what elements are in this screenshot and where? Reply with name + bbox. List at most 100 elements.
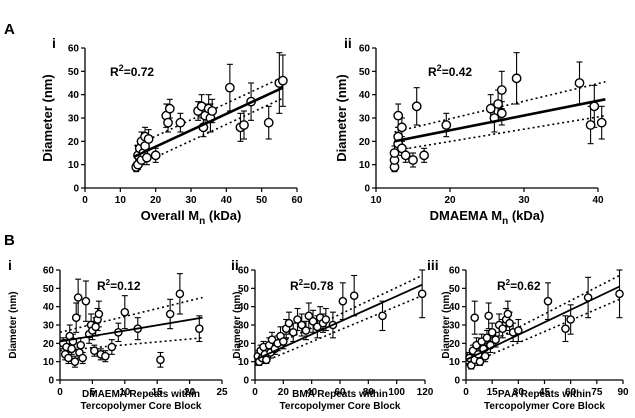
y-tick-label: 40 — [238, 302, 250, 313]
data-point — [284, 318, 294, 328]
y-tick-label: 50 — [238, 284, 250, 295]
x-tick-label: 50 — [256, 195, 268, 206]
data-point — [393, 110, 404, 121]
regression-line — [133, 86, 284, 158]
x-tick-label: 60 — [334, 387, 346, 398]
x-tick-label: 90 — [617, 387, 629, 398]
y-tick-label: 60 — [68, 44, 80, 55]
y-tick-label: 10 — [449, 357, 461, 368]
r-squared-value: =0.72 — [124, 65, 155, 79]
y-axis-label: Diameter (nm) — [40, 74, 55, 161]
y-axis-label: Diameter (nm) — [232, 291, 243, 358]
r-squared-value: =0.42 — [442, 65, 473, 79]
data-point — [78, 353, 87, 363]
y-tick-label: 40 — [449, 302, 461, 313]
y-tick-label: 50 — [68, 67, 80, 78]
data-point — [239, 120, 249, 130]
y-tick-label: 10 — [43, 357, 55, 368]
confidence-band-upper — [465, 274, 620, 356]
x-axis-label-line: BMA Repeats within — [292, 389, 388, 400]
x-tick-label: 60 — [291, 195, 303, 206]
y-tick-label: 30 — [359, 114, 371, 125]
data-point — [120, 307, 130, 317]
r-squared-base: R — [110, 65, 119, 79]
data-point — [419, 150, 429, 161]
subpanel-label: ii — [344, 35, 352, 51]
data-point — [498, 324, 507, 333]
y-tick-label: 50 — [449, 284, 461, 295]
data-point — [482, 333, 492, 343]
x-axis-label-main: Overall M — [141, 208, 200, 223]
y-tick-label: 40 — [68, 90, 80, 101]
data-point — [76, 340, 86, 350]
data-point — [293, 315, 302, 324]
data-point — [378, 311, 387, 321]
x-tick-label: 15 — [152, 387, 164, 398]
r-squared-superscript: 2 — [106, 278, 111, 287]
data-point — [349, 291, 359, 300]
chart-overall-mn-diameter: i 0 10 20 30 40 50 60 0 10 20 30 40 50 60 Diameter (nm)… — [40, 35, 303, 227]
confidence-band-upper — [59, 296, 203, 334]
data-point — [561, 324, 570, 333]
y-tick-label: 60 — [449, 266, 461, 277]
data-point — [585, 120, 596, 130]
data-point — [91, 322, 100, 332]
r-squared-value: =0.12 — [110, 279, 141, 293]
data-point — [338, 296, 348, 306]
x-tick-label: 30 — [513, 387, 525, 398]
data-point — [480, 351, 490, 361]
x-tick-label: 25 — [216, 387, 228, 398]
y-tick-label: 20 — [238, 339, 250, 350]
data-point — [417, 289, 427, 299]
x-tick-label: 10 — [370, 195, 382, 206]
r-squared-annotation: R2=0.42 — [428, 63, 472, 79]
data-point — [389, 148, 400, 158]
r-squared-annotation: R2=0.72 — [110, 63, 154, 79]
r-squared-base: R — [290, 279, 299, 293]
data-point — [288, 328, 298, 337]
data-point — [475, 357, 485, 366]
data-point — [101, 351, 110, 361]
data-point — [487, 328, 497, 337]
data-point — [224, 82, 235, 93]
confidence-band-lower — [134, 97, 284, 168]
x-tick-label: 20 — [184, 387, 196, 398]
chart-bma-repeats-diameter: ii 0 10 20 30 40 50 60 0 20 40 60 80 100 120 Diameter (… — [231, 257, 434, 412]
data-point — [297, 320, 307, 330]
x-tick-label: 60 — [565, 387, 577, 398]
y-tick-label: 20 — [359, 137, 371, 148]
y-tick-label: 30 — [68, 114, 80, 125]
panel-label-b: B — [4, 232, 15, 249]
data-point — [156, 355, 165, 365]
data-point — [175, 117, 186, 128]
subpanel-label: i — [52, 35, 56, 51]
y-tick-label: 30 — [43, 321, 55, 332]
data-point — [301, 326, 311, 335]
x-tick-label: 20 — [444, 195, 456, 206]
data-point — [484, 311, 493, 321]
y-tick-label: 20 — [43, 339, 55, 350]
x-axis-label-line: Tercopolymer Core Block — [280, 401, 401, 412]
x-tick-label: 45 — [539, 387, 551, 398]
data-point — [263, 117, 274, 128]
x-tick-label: 30 — [185, 195, 197, 206]
r-squared-value: =0.62 — [510, 279, 541, 293]
x-axis-label: DMAEMA Mn (kDa) — [430, 208, 545, 227]
y-tick-label: 40 — [43, 302, 55, 313]
x-axis-label-suffix: (kDa) — [205, 208, 241, 223]
x-tick-label: 20 — [278, 387, 290, 398]
subpanel-label: i — [8, 257, 12, 273]
data-point — [73, 293, 83, 302]
x-axis-label-line: Tercopolymer Core Block — [81, 401, 202, 412]
panel-label-a: A — [4, 21, 15, 38]
regression-line — [394, 98, 606, 143]
data-point — [304, 311, 314, 321]
data-point — [175, 289, 185, 299]
data-point — [107, 342, 117, 352]
data-point — [81, 296, 91, 306]
x-axis-label-line: DMAEMA Repeats within — [82, 389, 200, 400]
data-point — [441, 120, 452, 130]
y-tick-label: 10 — [238, 357, 250, 368]
y-tick-label: 60 — [359, 44, 371, 55]
x-axis-label-subscript: n — [502, 216, 508, 227]
